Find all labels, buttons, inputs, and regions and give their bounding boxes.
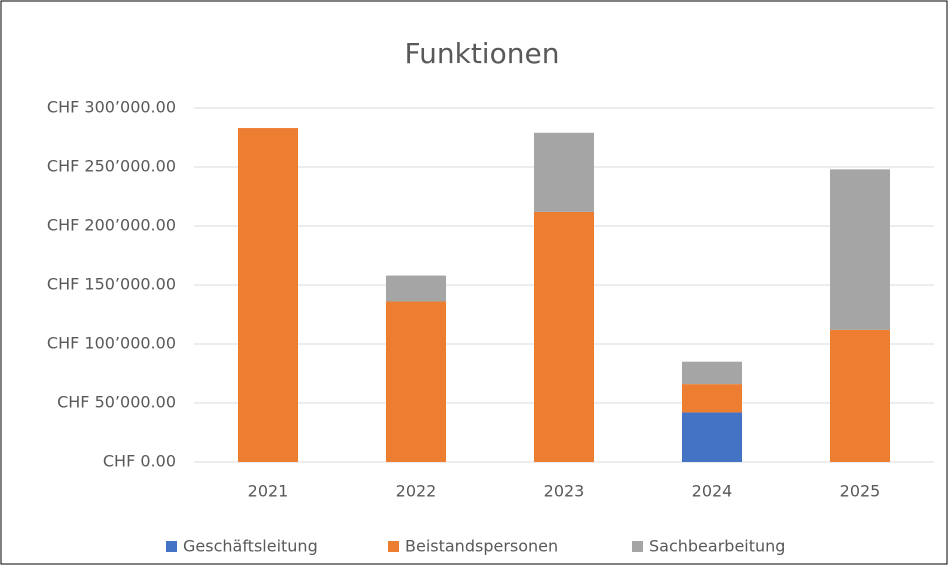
y-tick-label: CHF 250’000.00 <box>47 157 176 176</box>
legend-label: Sachbearbeitung <box>649 537 785 556</box>
legend-swatch <box>388 541 399 552</box>
x-tick-label: 2022 <box>396 482 437 501</box>
legend-swatch <box>166 541 177 552</box>
bar-segment <box>830 169 890 330</box>
legend-label: Beistandspersonen <box>405 537 558 556</box>
y-tick-label: CHF 0.00 <box>103 452 176 471</box>
y-tick-label: CHF 100’000.00 <box>47 334 176 353</box>
chart-title: Funktionen <box>405 37 560 70</box>
bar-segment <box>682 361 742 385</box>
bar-segment <box>830 329 890 462</box>
bar-segment <box>534 211 594 462</box>
y-tick-label: CHF 200’000.00 <box>47 216 176 235</box>
x-tick-label: 2025 <box>840 482 881 501</box>
y-tick-label: CHF 150’000.00 <box>47 275 176 294</box>
legend-swatch <box>632 541 643 552</box>
bar-segment <box>386 301 446 462</box>
y-tick-label: CHF 50’000.00 <box>57 393 176 412</box>
y-tick-label: CHF 300’000.00 <box>47 98 176 117</box>
bar-segment <box>682 384 742 413</box>
bar-segment <box>238 128 298 462</box>
bar-segment <box>386 275 446 302</box>
x-tick-label: 2021 <box>248 482 289 501</box>
x-tick-label: 2024 <box>692 482 733 501</box>
bar-segment <box>534 132 594 212</box>
bar-segment <box>682 412 742 462</box>
x-tick-label: 2023 <box>544 482 585 501</box>
legend-label: Geschäftsleitung <box>183 537 318 556</box>
